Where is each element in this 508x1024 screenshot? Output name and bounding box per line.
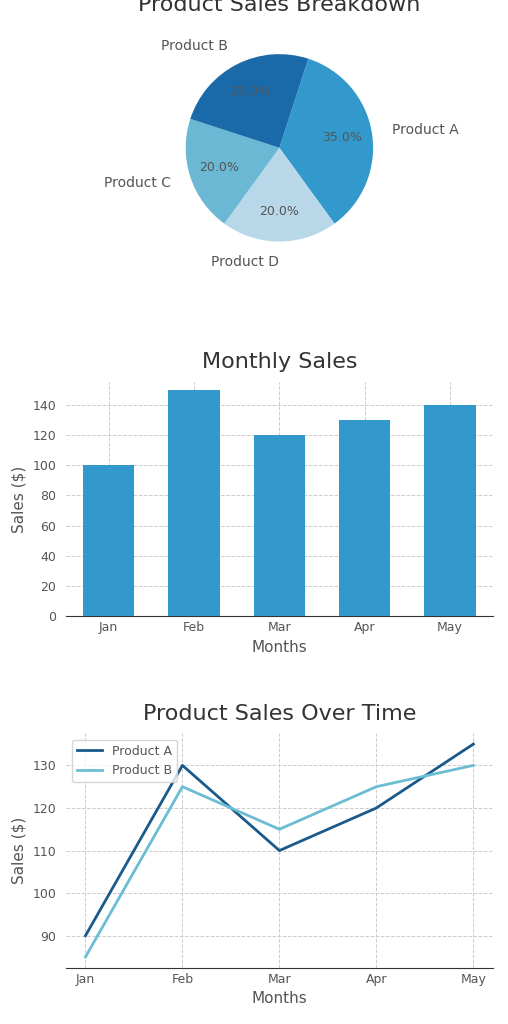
- Product B: [179, 780, 185, 793]
- Product A: [179, 759, 185, 771]
- Text: Product D: Product D: [211, 255, 279, 269]
- Y-axis label: Sales ($): Sales ($): [12, 817, 27, 884]
- Text: Product B: Product B: [161, 39, 228, 53]
- Wedge shape: [279, 58, 373, 223]
- Product A: [276, 845, 282, 857]
- Title: Product Sales Breakdown: Product Sales Breakdown: [138, 0, 421, 15]
- Title: Product Sales Over Time: Product Sales Over Time: [143, 703, 416, 724]
- Bar: [169, 390, 219, 616]
- Text: Product C: Product C: [104, 176, 171, 190]
- Product A: [373, 802, 379, 814]
- Wedge shape: [225, 147, 334, 242]
- Wedge shape: [190, 54, 308, 147]
- X-axis label: Months: Months: [251, 640, 307, 654]
- Text: Product A: Product A: [392, 123, 459, 137]
- Title: Monthly Sales: Monthly Sales: [202, 352, 357, 372]
- Product B: [82, 951, 88, 964]
- Text: 20.0%: 20.0%: [199, 161, 239, 174]
- Text: 20.0%: 20.0%: [260, 205, 299, 218]
- Y-axis label: Sales ($): Sales ($): [12, 466, 27, 532]
- Product A: [82, 930, 88, 942]
- Line: Product A: Product A: [85, 744, 473, 936]
- Product B: [276, 823, 282, 836]
- Wedge shape: [186, 119, 279, 223]
- Product A: [470, 738, 477, 751]
- Bar: [425, 404, 475, 616]
- Legend: Product A, Product B: Product A, Product B: [72, 739, 177, 782]
- Line: Product B: Product B: [85, 765, 473, 957]
- Product B: [373, 780, 379, 793]
- Text: 25.0%: 25.0%: [231, 85, 270, 97]
- Bar: [339, 420, 390, 616]
- Product B: [470, 759, 477, 771]
- Bar: [254, 435, 305, 616]
- X-axis label: Months: Months: [251, 991, 307, 1007]
- Text: 35.0%: 35.0%: [323, 131, 362, 144]
- Bar: [83, 465, 134, 616]
